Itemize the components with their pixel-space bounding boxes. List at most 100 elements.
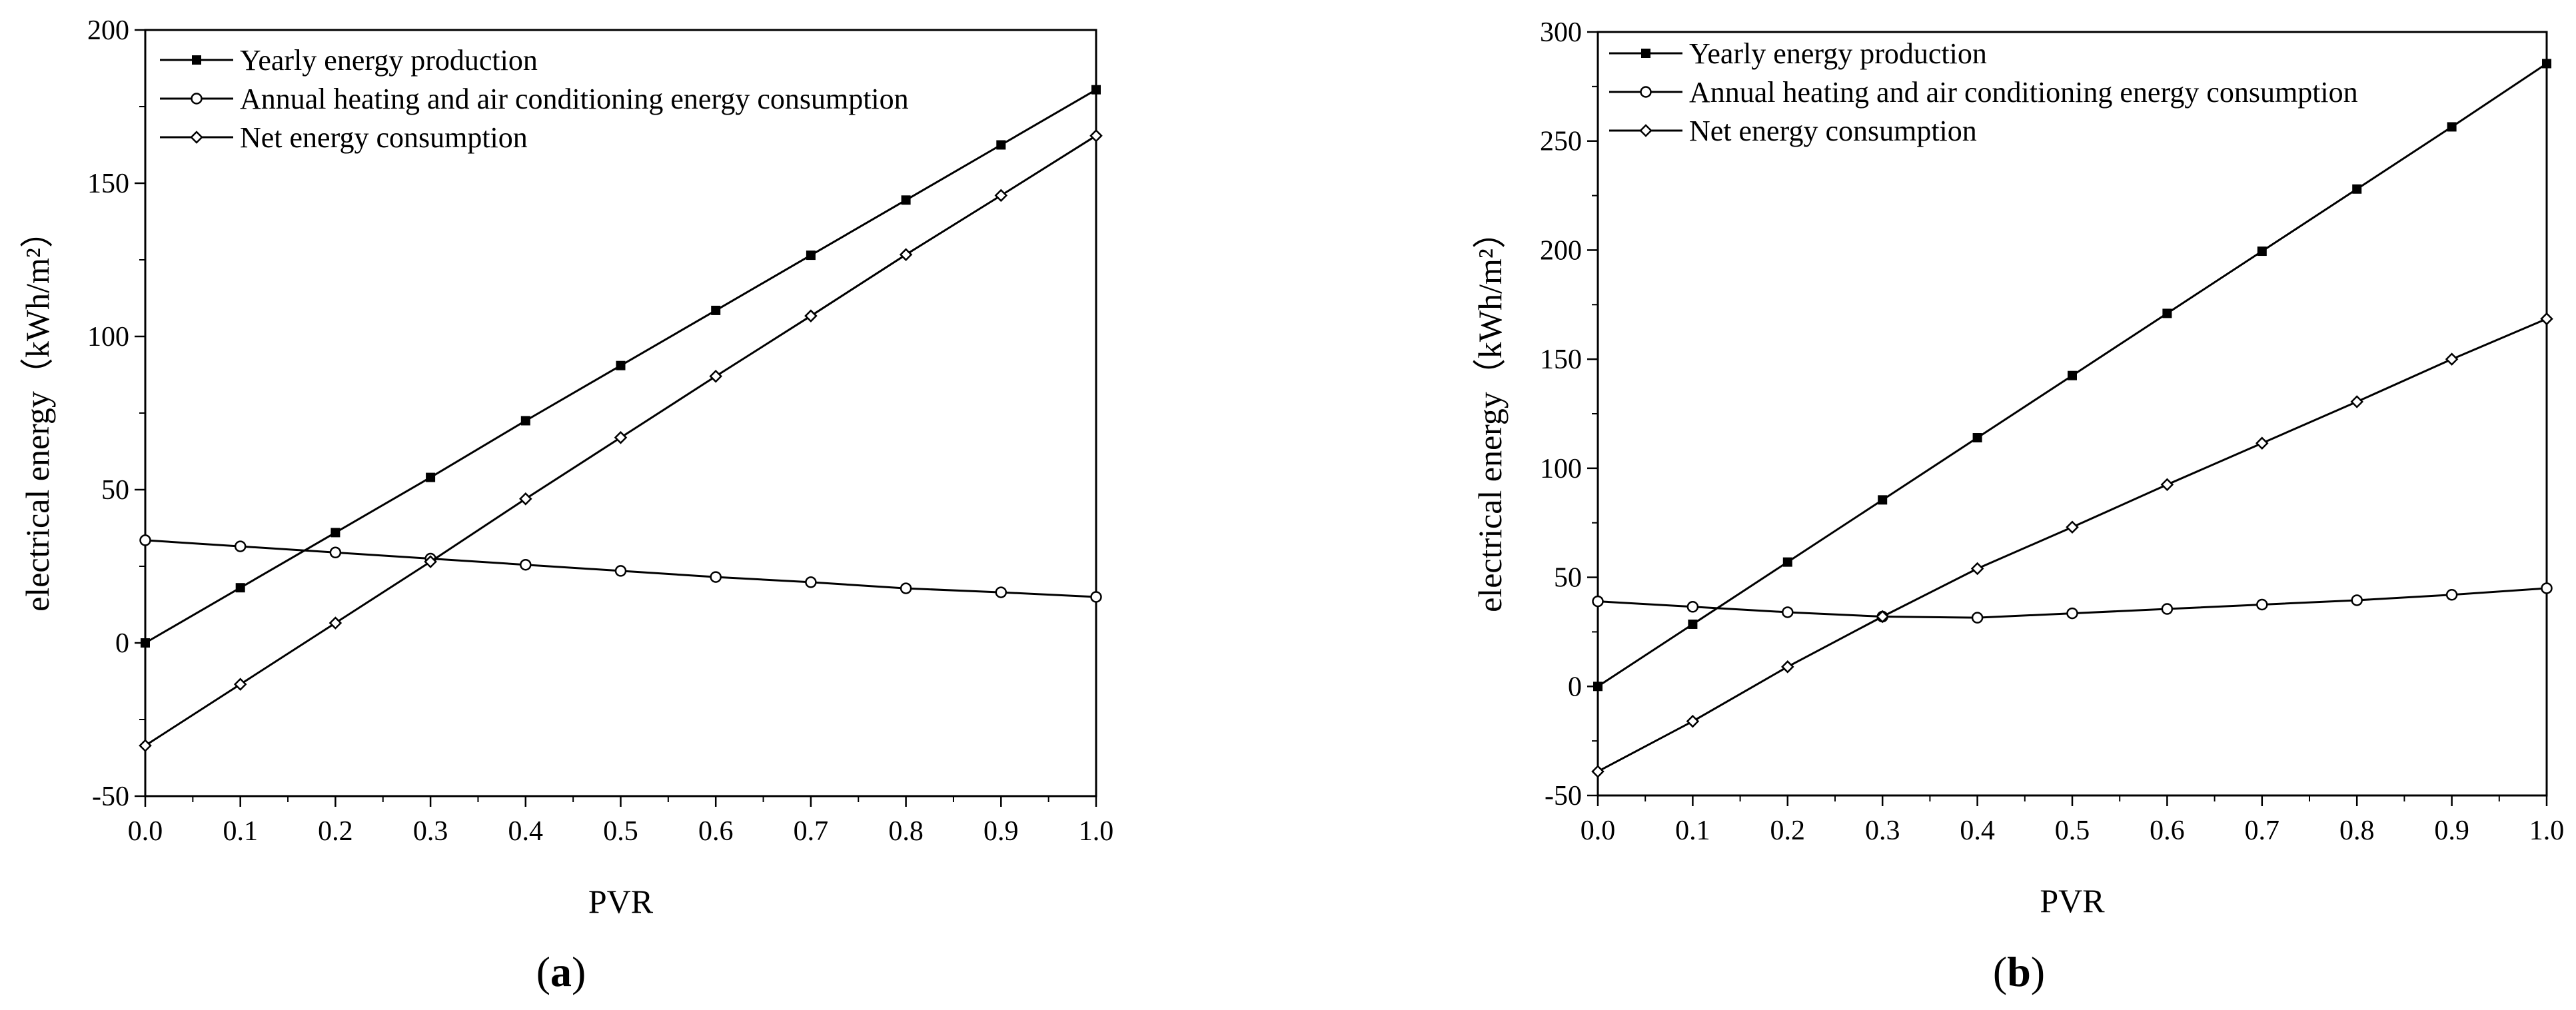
data-point-yearly-energy-production bbox=[330, 528, 340, 538]
data-point-net-energy-consumption bbox=[2445, 352, 2459, 366]
data-point-annual-heating-and-air-conditioning-energy-consumption bbox=[139, 534, 151, 546]
data-point-yearly-energy-production bbox=[2068, 370, 2077, 380]
data-point-net-energy-consumption bbox=[1686, 714, 1700, 728]
x-tick-label: 0.3 bbox=[413, 816, 448, 847]
data-point-yearly-energy-production bbox=[711, 305, 721, 315]
data-point-annual-heating-and-air-conditioning-energy-consumption bbox=[614, 565, 627, 577]
legend-marker bbox=[1641, 49, 1650, 58]
data-point-yearly-energy-production bbox=[1688, 619, 1698, 629]
data-point-annual-heating-and-air-conditioning-energy-consumption bbox=[2256, 598, 2268, 611]
legend: Yearly energy production Annual heating a… bbox=[160, 44, 909, 154]
data-point-net-energy-consumption bbox=[2350, 395, 2363, 408]
data-point-annual-heating-and-air-conditioning-energy-consumption bbox=[805, 576, 817, 588]
data-point-yearly-energy-production bbox=[141, 638, 150, 648]
y-tick-label: 50 bbox=[1554, 563, 1582, 594]
data-point-yearly-energy-production bbox=[2542, 59, 2551, 69]
data-point-net-energy-consumption bbox=[994, 189, 1008, 203]
data-point-net-energy-consumption bbox=[1970, 562, 1984, 576]
data-point-annual-heating-and-air-conditioning-energy-consumption bbox=[234, 540, 247, 552]
x-tick-label: 0.0 bbox=[1581, 815, 1616, 846]
y-tick-label: 200 bbox=[1540, 235, 1582, 266]
data-point-yearly-energy-production bbox=[806, 251, 816, 260]
data-point-annual-heating-and-air-conditioning-energy-consumption bbox=[710, 571, 722, 583]
y-tick-label: 300 bbox=[1540, 17, 1582, 48]
data-point-net-energy-consumption bbox=[2160, 478, 2174, 492]
y-tick-label: -50 bbox=[92, 781, 129, 812]
data-point-net-energy-consumption bbox=[328, 616, 342, 630]
panel-letter: a bbox=[550, 948, 572, 995]
data-point-yearly-energy-production bbox=[1593, 682, 1603, 692]
x-tick-label: 0.8 bbox=[2339, 815, 2375, 846]
x-tick-label: 0.2 bbox=[318, 816, 353, 847]
data-point-yearly-energy-production bbox=[1091, 85, 1101, 95]
data-point-net-energy-consumption bbox=[1876, 610, 1889, 624]
data-point-net-energy-consumption bbox=[1781, 660, 1794, 674]
legend-marker bbox=[1640, 86, 1652, 98]
y-tick-label: 50 bbox=[101, 475, 129, 506]
data-point-annual-heating-and-air-conditioning-energy-consumption bbox=[1971, 612, 1984, 624]
x-tick-label: 0.6 bbox=[2150, 815, 2185, 846]
data-point-net-energy-consumption bbox=[233, 678, 247, 691]
y-tick-label: 150 bbox=[87, 169, 129, 199]
data-point-yearly-energy-production bbox=[616, 360, 626, 370]
data-point-yearly-energy-production bbox=[1878, 495, 1888, 505]
data-point-net-energy-consumption bbox=[1089, 129, 1103, 143]
data-point-yearly-energy-production bbox=[1782, 557, 1792, 567]
x-tick-label: 1.0 bbox=[1079, 816, 1114, 847]
data-point-annual-heating-and-air-conditioning-energy-consumption bbox=[2161, 603, 2174, 615]
x-tick-label: 0.1 bbox=[1675, 815, 1710, 846]
y-axis-title: electrical energy（kWh/m²） bbox=[19, 215, 56, 612]
data-point-annual-heating-and-air-conditioning-energy-consumption bbox=[2066, 607, 2078, 620]
panel-caption: (b) bbox=[1993, 948, 2045, 995]
legend-label: Net energy consumption bbox=[1689, 115, 1977, 147]
legend-label: Annual heating and air conditioning ener… bbox=[1689, 76, 2358, 109]
data-point-yearly-energy-production bbox=[996, 140, 1006, 150]
data-point-annual-heating-and-air-conditioning-energy-consumption bbox=[1686, 601, 1699, 613]
y-tick-label: 100 bbox=[87, 322, 129, 352]
data-point-yearly-energy-production bbox=[2352, 184, 2362, 194]
data-point-net-energy-consumption bbox=[899, 248, 913, 261]
data-point-annual-heating-and-air-conditioning-energy-consumption bbox=[2351, 594, 2363, 606]
data-point-yearly-energy-production bbox=[2162, 308, 2172, 318]
x-tick-label: 0.3 bbox=[1865, 815, 1900, 846]
data-point-annual-heating-and-air-conditioning-energy-consumption bbox=[900, 582, 912, 594]
x-tick-label: 0.4 bbox=[1960, 815, 1995, 846]
data-point-net-energy-consumption bbox=[2255, 436, 2269, 450]
legend-marker bbox=[1639, 124, 1652, 137]
data-point-net-energy-consumption bbox=[424, 555, 437, 568]
data-point-annual-heating-and-air-conditioning-energy-consumption bbox=[2541, 582, 2553, 594]
data-point-yearly-energy-production bbox=[520, 416, 530, 426]
data-point-net-energy-consumption bbox=[2066, 520, 2079, 534]
y-axis-title: electrical energy（kWh/m²） bbox=[1471, 215, 1509, 612]
legend-marker bbox=[191, 93, 203, 105]
panel-letter: b bbox=[2007, 948, 2031, 995]
data-point-annual-heating-and-air-conditioning-energy-consumption bbox=[329, 546, 342, 559]
data-point-annual-heating-and-air-conditioning-energy-consumption bbox=[995, 586, 1007, 598]
x-tick-label: 0.6 bbox=[698, 816, 734, 847]
legend-label: Net energy consumption bbox=[240, 121, 528, 154]
data-point-net-energy-consumption bbox=[2540, 312, 2553, 326]
x-tick-label: 0.9 bbox=[983, 816, 1019, 847]
x-tick-label: 0.7 bbox=[2245, 815, 2280, 846]
x-tick-label: 0.4 bbox=[508, 816, 544, 847]
legend-label: Yearly energy production bbox=[240, 44, 538, 77]
y-tick-label: 0 bbox=[1568, 672, 1582, 702]
chart-panel-a: -50 0 50 100 150 200 0.0 0.1 0.2 0.3 0.4 0.5 0.6 0.7 0… bbox=[19, 15, 1113, 995]
data-point-net-energy-consumption bbox=[1591, 765, 1605, 778]
data-point-yearly-energy-production bbox=[2257, 247, 2267, 256]
data-point-yearly-energy-production bbox=[901, 195, 911, 205]
x-tick-label: 0.8 bbox=[888, 816, 924, 847]
x-tick-label: 1.0 bbox=[2529, 815, 2565, 846]
y-tick-label: -50 bbox=[1545, 781, 1582, 811]
x-tick-label: 0.5 bbox=[2055, 815, 2090, 846]
y-tick-label: 150 bbox=[1540, 344, 1582, 375]
x-tick-label: 0.1 bbox=[223, 816, 258, 847]
data-point-yearly-energy-production bbox=[426, 472, 436, 482]
data-point-yearly-energy-production bbox=[1972, 433, 1982, 443]
data-point-annual-heating-and-air-conditioning-energy-consumption bbox=[1782, 606, 1794, 618]
y-tick-label: 200 bbox=[87, 15, 129, 46]
x-tick-label: 0.5 bbox=[603, 816, 638, 847]
x-tick-label: 0.0 bbox=[128, 816, 163, 847]
legend-marker bbox=[192, 55, 201, 65]
